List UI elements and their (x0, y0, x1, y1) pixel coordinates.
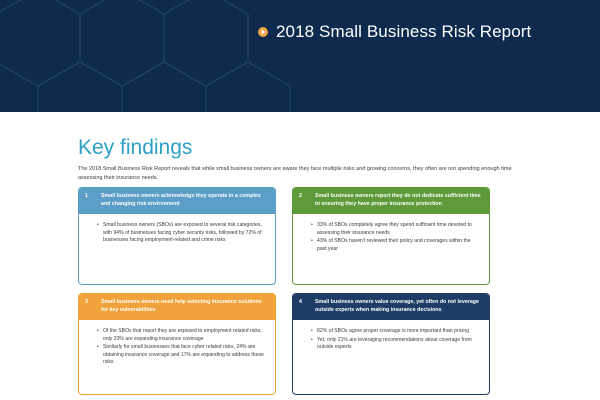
finding-card-body: 33% of SBOs completely agree they spend … (293, 214, 489, 253)
report-title: 2018 Small Business Risk Report (276, 22, 532, 41)
finding-number: 2 (299, 193, 302, 199)
finding-card-2: 2 Small business owners report they do n… (292, 187, 490, 285)
finding-number: 1 (85, 193, 88, 199)
finding-bullet: Small business owners (SBOs) are exposed… (97, 222, 267, 245)
play-circle-icon[interactable] (258, 27, 268, 37)
finding-bullet-list: 82% of SBOs agree proper coverage is mor… (301, 328, 481, 352)
finding-bullet: 82% of SBOs agree proper coverage is mor… (311, 328, 481, 336)
finding-card-body: Of the SBOs that report they are exposed… (79, 320, 275, 367)
finding-card-4: 4 Small business owners value coverage, … (292, 293, 490, 395)
finding-bullet-list: Small business owners (SBOs) are exposed… (87, 222, 267, 245)
finding-bullet-list: Of the SBOs that report they are exposed… (87, 328, 267, 367)
finding-bullet: 33% of SBOs completely agree they spend … (311, 222, 481, 237)
key-findings-section: Key findings The 2018 Small Business Ris… (0, 112, 600, 400)
finding-title: Small business owners acknowledge they o… (101, 193, 261, 207)
finding-card-header: 2 Small business owners report they do n… (293, 188, 489, 214)
finding-bullet: 43% of SBOs haven't reviewed their polic… (311, 238, 481, 253)
section-heading: Key findings (78, 136, 193, 159)
hexagon-pattern (0, 0, 291, 112)
finding-title: Small business owners need help selectin… (101, 299, 262, 313)
intro-paragraph: The 2018 Small Business Risk Report reve… (78, 166, 512, 181)
finding-card-body: 82% of SBOs agree proper coverage is mor… (293, 320, 489, 352)
finding-bullet-list: 33% of SBOs completely agree they spend … (301, 222, 481, 253)
finding-title: Small business owners value coverage, ye… (315, 299, 479, 313)
finding-number: 4 (299, 299, 302, 305)
finding-title: Small business owners report they do not… (315, 193, 481, 207)
finding-card-header: 1 Small business owners acknowledge they… (79, 188, 275, 214)
finding-card-3: 3 Small business owners need help select… (78, 293, 276, 395)
finding-number: 3 (85, 299, 88, 305)
finding-card-header: 3 Small business owners need help select… (79, 294, 275, 320)
finding-bullet: Of the SBOs that report they are exposed… (97, 328, 267, 343)
finding-card-body: Small business owners (SBOs) are exposed… (79, 214, 275, 245)
finding-bullet: Similarly for small businesses that face… (97, 344, 267, 367)
finding-bullet: Yet, only 21% are leveraging recommendat… (311, 337, 481, 352)
report-title-row: 2018 Small Business Risk Report (258, 22, 531, 42)
finding-card-header: 4 Small business owners value coverage, … (293, 294, 489, 320)
header-banner: 2018 Small Business Risk Report (0, 0, 600, 112)
finding-card-1: 1 Small business owners acknowledge they… (78, 187, 276, 285)
